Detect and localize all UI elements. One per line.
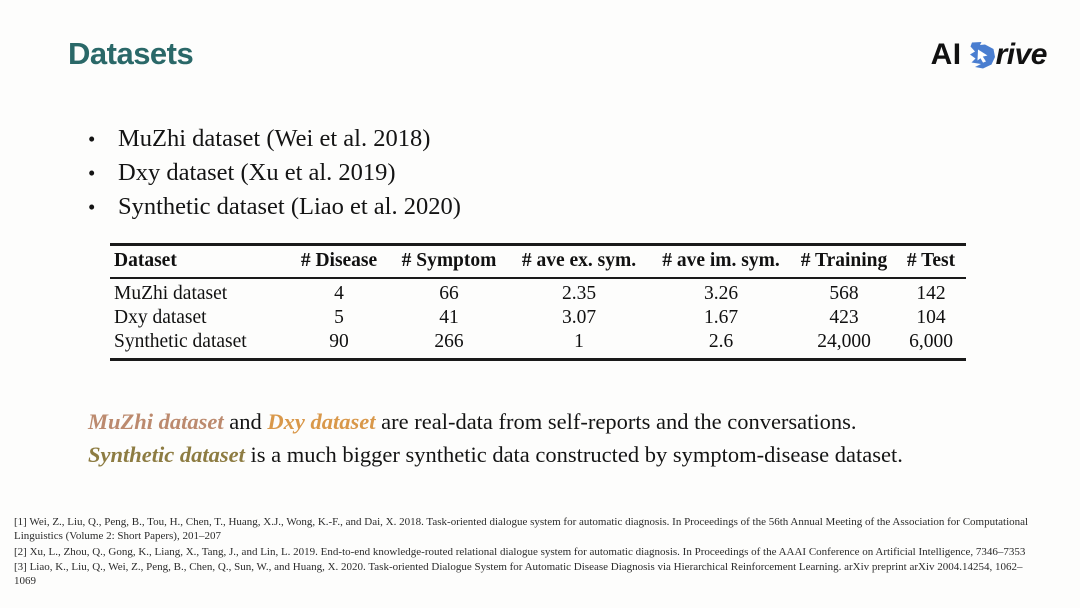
- summary-paragraph: MuZhi dataset and Dxy dataset are real-d…: [88, 405, 903, 471]
- synthetic-dataset-highlight: Synthetic dataset: [88, 442, 245, 467]
- reference-3: [3] Liao, K., Liu, Q., Wei, Z., Peng, B.…: [14, 561, 1023, 588]
- cell-test: 104: [916, 307, 946, 328]
- cell-test: 6,000: [909, 331, 953, 352]
- summary-text: are real-data from self-reports and the …: [375, 409, 857, 434]
- column-header-test: # Test: [896, 244, 966, 279]
- reference-2: [2] Xu, L., Zhou, Q., Gong, K., Liang, X…: [14, 545, 1026, 558]
- table-row: Dxy dataset 5 41 3.07 1.67 423 104: [110, 306, 966, 330]
- cell-symptom: 66: [439, 283, 459, 304]
- column-header-dataset: Dataset: [110, 244, 288, 279]
- table-row: Synthetic dataset 90 266 1 2.6 24,000 6,…: [110, 330, 966, 360]
- cell-ave-ex-sym: 1: [574, 331, 584, 352]
- column-header-symptom: # Symptom: [390, 244, 508, 279]
- cell-training: 423: [829, 307, 859, 328]
- cell-ave-ex-sym: 3.07: [561, 307, 597, 328]
- dataset-stats-table: Dataset # Disease # Symptom # ave ex. sy…: [110, 243, 966, 361]
- summary-line-2: Synthetic dataset is a much bigger synth…: [88, 438, 903, 471]
- cell-disease: 4: [334, 283, 344, 304]
- cell-test: 142: [916, 283, 946, 304]
- table-row: MuZhi dataset 4 66 2.35 3.26 568 142: [110, 278, 966, 306]
- cell-dataset-name: Synthetic dataset: [114, 331, 247, 352]
- dxy-dataset-highlight: Dxy dataset: [267, 409, 376, 434]
- cell-ave-im-sym: 3.26: [703, 283, 739, 304]
- list-item: • Dxy dataset (Xu et al. 2019): [88, 156, 461, 190]
- cell-symptom: 266: [434, 331, 464, 352]
- drive-d-icon: [969, 41, 996, 70]
- summary-text: is a much bigger synthetic data construc…: [244, 442, 903, 467]
- logo-rive-text: rive: [995, 38, 1048, 71]
- list-item: • Synthetic dataset (Liao et al. 2020): [88, 190, 461, 224]
- cell-symptom: 41: [439, 307, 459, 328]
- dataset-bullet-list: • MuZhi dataset (Wei et al. 2018) • Dxy …: [88, 122, 461, 224]
- bullet-icon: •: [88, 161, 96, 185]
- column-header-training: # Training: [792, 244, 896, 279]
- summary-line-1: MuZhi dataset and Dxy dataset are real-d…: [88, 405, 903, 438]
- cell-training: 568: [829, 283, 859, 304]
- bullet-icon: •: [88, 127, 96, 151]
- column-header-ave-ex-sym: # ave ex. sym.: [508, 244, 650, 279]
- logo-ai-text: AI: [930, 38, 962, 71]
- list-item: • MuZhi dataset (Wei et al. 2018): [88, 122, 461, 156]
- cell-disease: 90: [329, 331, 349, 352]
- column-header-disease: # Disease: [288, 244, 390, 279]
- page-title: Datasets: [68, 36, 194, 71]
- summary-text: and: [223, 409, 268, 434]
- cell-ave-im-sym: 1.67: [703, 307, 739, 328]
- cell-dataset-name: MuZhi dataset: [114, 283, 228, 304]
- column-header-ave-im-sym: # ave im. sym.: [650, 244, 792, 279]
- table-header-row: Dataset # Disease # Symptom # ave ex. sy…: [110, 244, 966, 279]
- bullet-icon: •: [88, 195, 96, 219]
- cell-disease: 5: [334, 307, 344, 328]
- bullet-text: Dxy dataset (Xu et al. 2019): [118, 159, 396, 186]
- cell-ave-ex-sym: 2.35: [561, 283, 597, 304]
- reference-1: [1] Wei, Z., Liu, Q., Peng, B., Tou, H.,…: [14, 516, 1029, 542]
- cell-ave-im-sym: 2.6: [708, 331, 734, 352]
- cell-training: 24,000: [817, 331, 871, 352]
- bullet-text: MuZhi dataset (Wei et al. 2018): [118, 125, 431, 152]
- cell-dataset-name: Dxy dataset: [114, 307, 207, 328]
- footnote-references: [1] Wei, Z., Liu, Q., Peng, B., Tou, H.,…: [14, 516, 1038, 591]
- muzhi-dataset-highlight: MuZhi dataset: [88, 409, 224, 434]
- aidrive-logo: AI rive: [930, 38, 1048, 72]
- bullet-text: Synthetic dataset (Liao et al. 2020): [118, 193, 461, 220]
